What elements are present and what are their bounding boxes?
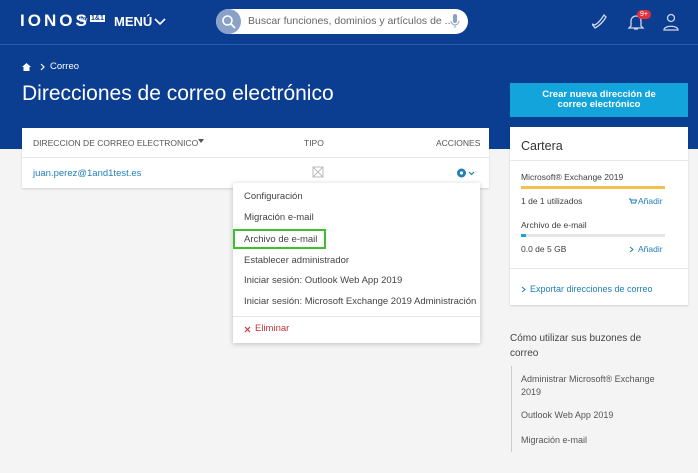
table-divider: [22, 157, 489, 158]
menu[interactable]: MENÚ: [114, 14, 153, 29]
search-placeholder: Buscar funciones, dominios y artículos d…: [248, 15, 454, 27]
dropdown-item[interactable]: Configuración: [244, 191, 303, 202]
breadcrumb-icons: [22, 63, 45, 71]
mic-icon[interactable]: [450, 14, 460, 29]
column-header: TIPO: [304, 138, 324, 148]
wallet-title: Cartera: [521, 139, 563, 153]
highlight-box: [233, 229, 326, 249]
column-header: ACCIONES: [436, 138, 481, 148]
product-usage: 1 de 1 utilizados: [521, 196, 583, 206]
export-link[interactable]: Exportar direcciones de correo: [530, 284, 653, 294]
sort-icon: [198, 139, 204, 143]
dropdown-item[interactable]: Iniciar sesión: Microsoft Exchange 2019 …: [244, 296, 477, 307]
divider: [510, 160, 688, 161]
chevron-icon: [521, 286, 526, 293]
add-link[interactable]: Añadir: [638, 196, 663, 206]
chevron-icon: [629, 246, 634, 253]
add-link[interactable]: Añadir: [638, 244, 663, 254]
delete-icon: [244, 326, 251, 333]
product-name: Microsoft® Exchange 2019: [521, 172, 624, 182]
divider: [510, 268, 688, 269]
page-title: Direcciones de correo electrónico: [22, 82, 334, 105]
dropdown-item[interactable]: Archivo de e-mail: [244, 234, 318, 245]
search-icon: [216, 9, 241, 34]
help-link[interactable]: Outlook Web App 2019: [521, 410, 614, 420]
usage-bar-track: [521, 234, 665, 237]
header-divider: [0, 44, 698, 45]
delete-item[interactable]: Eliminar: [255, 323, 290, 334]
logo-brand: 1&1: [90, 15, 105, 22]
help-link[interactable]: Administrar Microsoft® Exchange 2019: [521, 374, 655, 397]
logo[interactable]: IONOS: [20, 11, 90, 30]
user-icon[interactable]: [663, 13, 679, 31]
cart-icon: [629, 198, 637, 204]
help-title: Cómo utilizar sus buzones de correo: [510, 333, 642, 359]
help-link[interactable]: Migración e-mail: [521, 435, 588, 445]
actions-gear[interactable]: [456, 167, 476, 179]
logo-by: by: [80, 17, 88, 24]
menu-chevron: [154, 18, 166, 26]
table: [22, 128, 489, 188]
actions-dropdown: Configuración Migración e-mail Archivo d…: [233, 183, 480, 343]
dropdown-item[interactable]: Migración e-mail: [244, 212, 314, 223]
notification-badge: 9+: [637, 10, 651, 19]
product-usage: 0.0 de 5 GB: [521, 244, 567, 254]
help-list-border: [511, 366, 512, 452]
product-name: Archivo de e-mail: [521, 220, 587, 230]
dropdown-item[interactable]: Iniciar sesión: Outlook Web App 2019: [244, 275, 403, 286]
type-icon: [312, 166, 324, 178]
phone-icon[interactable]: [592, 13, 610, 31]
usage-bar: [521, 234, 526, 237]
create-button[interactable]: Crear nueva dirección de correo electrón…: [510, 83, 688, 117]
dropdown-divider: [233, 316, 480, 317]
column-header[interactable]: DIRECCION DE CORREO ELECTRONICO: [33, 138, 199, 148]
email-address[interactable]: juan.perez@1and1test.es: [33, 168, 142, 179]
search-box[interactable]: [216, 9, 468, 34]
wallet-card: Cartera Microsoft® Exchange 2019 1 de 1 …: [510, 127, 688, 305]
dropdown-item[interactable]: Establecer administrador: [244, 255, 350, 266]
breadcrumb-item[interactable]: Correo: [50, 61, 80, 72]
usage-bar: [521, 186, 665, 189]
